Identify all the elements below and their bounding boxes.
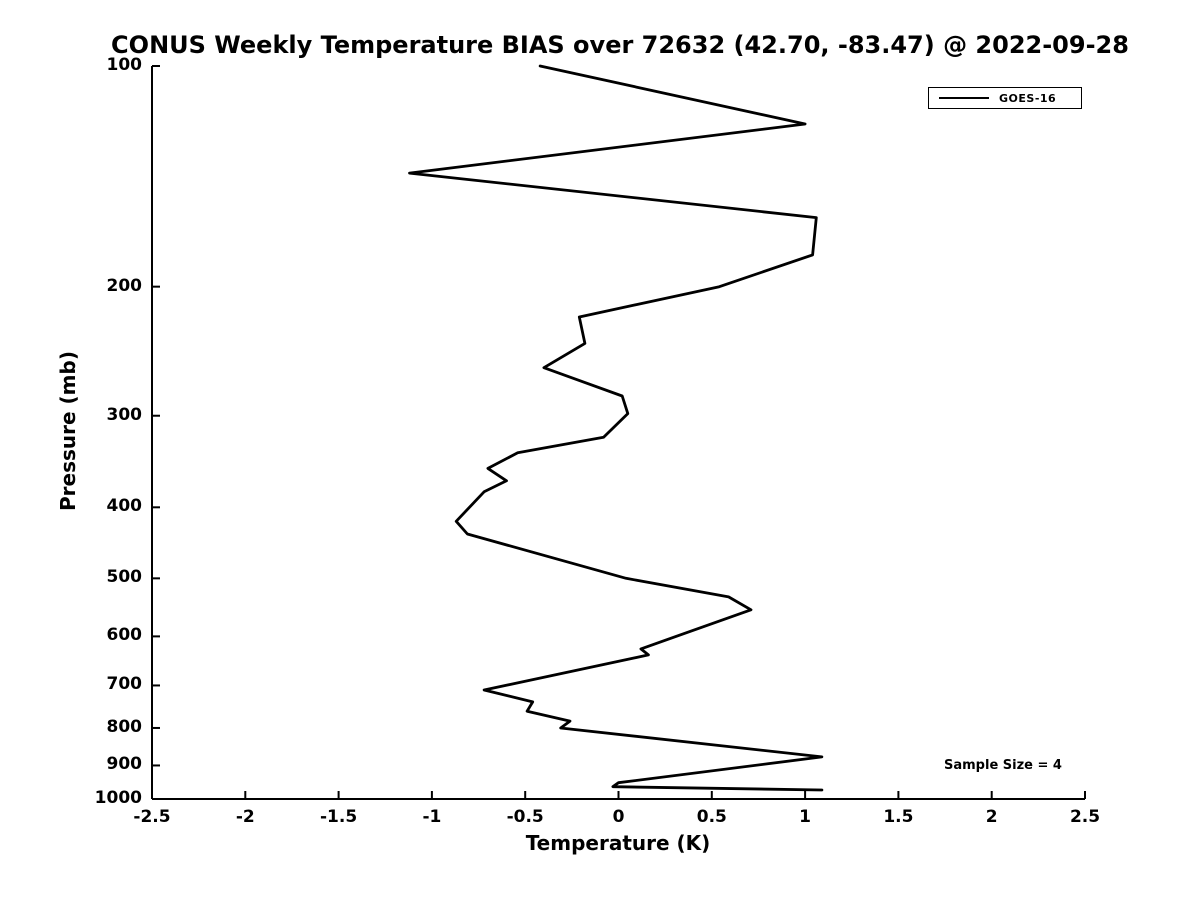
y-tick-label: 600 bbox=[106, 625, 143, 646]
y-tick-label: 200 bbox=[106, 275, 143, 296]
x-tick-label: 2 bbox=[985, 807, 998, 827]
axes bbox=[151, 65, 1086, 800]
x-tick-label: 2.5 bbox=[1069, 807, 1101, 827]
x-tick-label: -1.5 bbox=[320, 807, 358, 827]
x-tick-label: -0.5 bbox=[506, 807, 544, 827]
y-tick-label: 100 bbox=[106, 55, 143, 75]
sample-size-annotation: Sample Size = 4 bbox=[944, 758, 1062, 773]
x-tick-label: 0 bbox=[612, 807, 625, 827]
x-tick-label: -2.5 bbox=[133, 807, 171, 827]
y-tick-label: 700 bbox=[106, 674, 143, 695]
x-tick-label: 0.5 bbox=[696, 807, 727, 827]
y-tick-label: 1000 bbox=[94, 788, 142, 808]
y-tick-label: 800 bbox=[106, 716, 143, 737]
x-tick-label: -1 bbox=[422, 807, 442, 827]
y-tick-label: 300 bbox=[106, 404, 143, 425]
y-tick-label: 900 bbox=[106, 754, 143, 775]
x-tick-label: -2 bbox=[235, 807, 255, 827]
x-tick-label: 1.5 bbox=[883, 807, 914, 827]
y-tick-label: 500 bbox=[106, 567, 143, 588]
x-axis-label: Temperature (K) bbox=[525, 831, 711, 855]
legend: GOES-16 bbox=[928, 87, 1082, 109]
x-tick-label: 1 bbox=[799, 807, 812, 827]
y-tick-label: 400 bbox=[106, 496, 143, 517]
chart-title: CONUS Weekly Temperature BIAS over 72632… bbox=[111, 31, 1129, 59]
goes16-bias-line bbox=[408, 64, 824, 792]
legend-series-label: GOES-16 bbox=[999, 91, 1057, 105]
legend-line-sample bbox=[939, 97, 989, 99]
